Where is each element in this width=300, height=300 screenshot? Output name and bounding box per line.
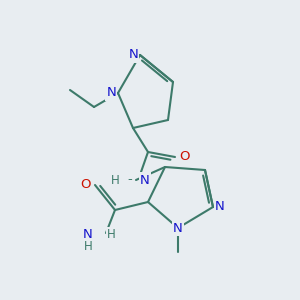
Text: N: N: [128, 49, 138, 62]
Text: N: N: [215, 200, 225, 214]
Text: H: H: [84, 239, 93, 253]
Text: N: N: [83, 227, 93, 241]
Text: H: H: [111, 173, 120, 187]
Text: N: N: [173, 221, 183, 235]
Text: -: -: [128, 173, 132, 187]
Text: N: N: [106, 86, 116, 100]
Text: H: H: [107, 227, 116, 241]
Text: N: N: [140, 173, 150, 187]
Text: O: O: [179, 151, 190, 164]
Text: O: O: [80, 178, 91, 191]
